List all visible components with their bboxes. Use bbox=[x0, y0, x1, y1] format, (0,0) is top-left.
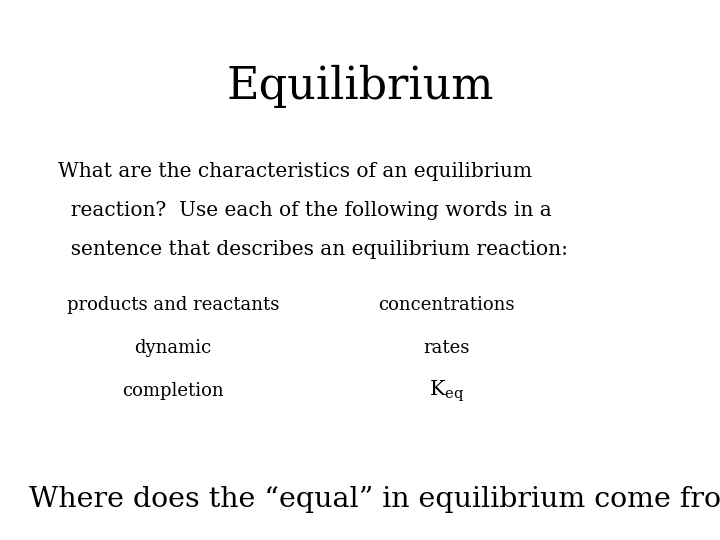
Text: products and reactants: products and reactants bbox=[67, 296, 279, 314]
Text: dynamic: dynamic bbox=[134, 339, 212, 357]
Text: rates: rates bbox=[423, 339, 469, 357]
Text: $\mathregular{K_{eq}}$: $\mathregular{K_{eq}}$ bbox=[428, 379, 464, 404]
Text: sentence that describes an equilibrium reaction:: sentence that describes an equilibrium r… bbox=[58, 240, 567, 259]
Text: concentrations: concentrations bbox=[378, 296, 515, 314]
Text: reaction?  Use each of the following words in a: reaction? Use each of the following word… bbox=[58, 201, 552, 220]
Text: What are the characteristics of an equilibrium: What are the characteristics of an equil… bbox=[58, 162, 532, 181]
Text: Equilibrium: Equilibrium bbox=[226, 65, 494, 108]
Text: completion: completion bbox=[122, 382, 224, 401]
Text: Where does the “equal” in equilibrium come from?: Where does the “equal” in equilibrium co… bbox=[29, 486, 720, 513]
